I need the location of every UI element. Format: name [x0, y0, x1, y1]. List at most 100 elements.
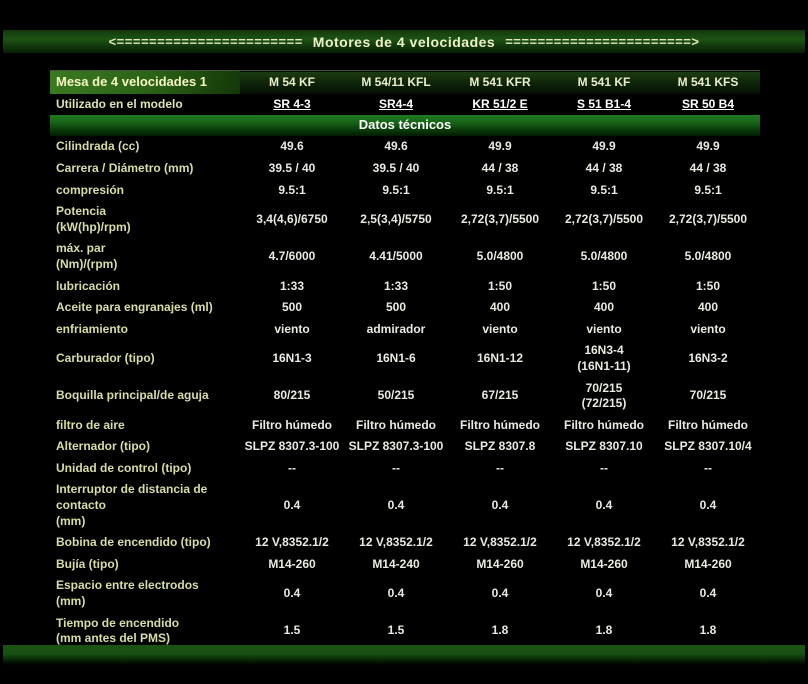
- spec-value: 2,72(3,7)/5500: [564, 211, 644, 226]
- spec-value: 1:50: [591, 278, 617, 293]
- model-cell: S 51 B1-4: [552, 94, 656, 116]
- table-row: filtro de aire Filtro húmedo Filtro húmedo…: [50, 415, 760, 437]
- spec-table-body: Cilindrada (cc) 49.6 49.6 49.9 49.9 49.9 Carre…: [50, 136, 760, 649]
- spec-label: Espacio entre electrodos (mm): [56, 578, 199, 609]
- spec-value: 70/215 (72/215): [581, 380, 627, 411]
- model-link[interactable]: S 51 B1-4: [576, 96, 632, 111]
- spec-value: Filtro húmedo: [564, 417, 644, 432]
- spec-value: 1:33: [383, 278, 409, 293]
- model-link[interactable]: SR 50 B4: [681, 96, 735, 111]
- spec-label: compresión: [56, 182, 125, 197]
- spec-value: 1:50: [695, 278, 721, 293]
- table-row: máx. par (Nm)/(rpm) 4.7/6000 4.41/5000 5.0/…: [50, 238, 760, 275]
- table-row: lubricación 1:33 1:33 1:50 1:50 1:50: [50, 276, 760, 298]
- spec-label: Potencia (kW(hp)/rpm): [56, 204, 131, 234]
- spec-value: Filtro húmedo: [356, 417, 436, 432]
- table-row: Aceite para engranajes (ml) 500 500 400 400 4…: [50, 297, 760, 319]
- spec-value: viento: [586, 321, 622, 336]
- model-link[interactable]: KR 51/2 E: [472, 96, 528, 111]
- spec-value: 400: [489, 300, 511, 315]
- spec-value: 12 V,8352.1/2: [463, 535, 537, 550]
- spec-value: 1:33: [279, 278, 305, 293]
- spec-value: 80/215: [273, 388, 311, 403]
- spec-value: 39.5 / 40: [372, 160, 420, 175]
- spec-value: 5.0/4800: [684, 249, 732, 264]
- spec-value: 9.5:1: [382, 182, 410, 197]
- spec-value: 12 V,8352.1/2: [567, 535, 641, 550]
- banner-arrow-right: =======================>: [505, 34, 700, 49]
- spec-value: M14-260: [268, 556, 316, 571]
- engine-column-header: M 541 KF: [577, 74, 631, 89]
- spec-value: SLPZ 8307.10/4: [664, 439, 752, 454]
- spec-value: 1.5: [283, 623, 301, 638]
- spec-value: 12 V,8352.1/2: [255, 535, 329, 550]
- table-row: Cilindrada (cc) 49.6 49.6 49.9 49.9 49.9: [50, 136, 760, 158]
- spec-value: 16N1-3: [272, 351, 312, 366]
- page-title: Motores de 4 velocidades: [312, 33, 496, 50]
- spec-value: 0.4: [491, 498, 509, 513]
- table-row: Interruptor de distancia de contacto (mm…: [50, 479, 760, 532]
- spec-label: máx. par (Nm)/(rpm): [56, 241, 118, 271]
- spec-table-container: Mesa de 4 velocidades 1 M 54 KF M 54/11 K…: [50, 70, 760, 650]
- spec-value: 1.8: [595, 623, 613, 638]
- spec-value: 9.5:1: [486, 182, 514, 197]
- banner-arrow-left: <=======================: [108, 34, 303, 49]
- spec-value: 0.4: [595, 586, 613, 601]
- spec-label: filtro de aire: [56, 417, 125, 432]
- section-header: Datos técnicos: [50, 115, 760, 137]
- spec-value: 9.5:1: [590, 182, 618, 197]
- spec-value: 16N1-12: [476, 351, 524, 366]
- spec-value: 49.6: [280, 139, 304, 154]
- spec-value: Filtro húmedo: [668, 417, 748, 432]
- spec-value: --: [704, 460, 712, 475]
- spec-value: 1.8: [699, 623, 717, 638]
- spec-value: 44 / 38: [481, 160, 519, 175]
- engine-header-row: Mesa de 4 velocidades 1 M 54 KF M 54/11 K…: [50, 70, 760, 94]
- spec-value: 1:50: [487, 278, 513, 293]
- spec-value: 1.5: [387, 623, 405, 638]
- spec-value: --: [288, 460, 296, 475]
- spec-value: 3,4(4,6)/6750: [256, 211, 328, 226]
- table-row: Tiempo de encendido (mm antes del PMS) 1.…: [50, 613, 760, 650]
- spec-value: 2,5(3,4)/5750: [360, 211, 432, 226]
- spec-value: 0.4: [283, 586, 301, 601]
- model-link[interactable]: SR4-4: [378, 96, 413, 111]
- model-cell: SR 50 B4: [656, 94, 760, 116]
- spec-value: 49.9: [696, 139, 720, 154]
- spec-label: lubricación: [56, 278, 121, 293]
- spec-value: 12 V,8352.1/2: [359, 535, 433, 550]
- spec-value: 4.41/5000: [369, 249, 423, 264]
- spec-value: 70/215: [689, 388, 727, 403]
- bottom-divider-bar: [3, 645, 805, 665]
- model-link[interactable]: SR 4-3: [273, 96, 311, 111]
- spec-label: Unidad de control (tipo): [56, 460, 192, 475]
- spec-value: 400: [697, 300, 719, 315]
- spec-value: 44 / 38: [585, 160, 623, 175]
- spec-value: SLPZ 8307.3-100: [244, 439, 340, 454]
- model-row-label: Utilizado en el modelo: [56, 96, 183, 111]
- spec-label: Cilindrada (cc): [56, 139, 140, 154]
- spec-value: 0.4: [699, 586, 717, 601]
- section-header-row: Datos técnicos: [50, 115, 760, 137]
- table-row: Bujía (tipo) M14-260 M14-240 M14-260 M14-260…: [50, 554, 760, 576]
- model-cell: SR 4-3: [240, 94, 344, 116]
- spec-label: Carburador (tipo): [56, 351, 155, 366]
- spec-value: --: [496, 460, 504, 475]
- spec-value: admirador: [366, 321, 426, 336]
- spec-value: 44 / 38: [689, 160, 727, 175]
- spec-label: Tiempo de encendido (mm antes del PMS): [56, 615, 180, 646]
- spec-label: Carrera / Diámetro (mm): [56, 160, 194, 175]
- spec-table: Mesa de 4 velocidades 1 M 54 KF M 54/11 K…: [50, 70, 760, 650]
- spec-value: Filtro húmedo: [460, 417, 540, 432]
- spec-value: 0.4: [387, 586, 405, 601]
- spec-value: SLPZ 8307.10: [565, 439, 643, 454]
- spec-value: 0.4: [595, 498, 613, 513]
- spec-value: 5.0/4800: [580, 249, 628, 264]
- table-row: Potencia (kW(hp)/rpm) 3,4(4,6)/6750 2,5(3,…: [50, 201, 760, 238]
- spec-value: 0.4: [699, 498, 717, 513]
- spec-value: SLPZ 8307.8: [464, 439, 536, 454]
- spec-value: --: [392, 460, 400, 475]
- spec-value: 16N3-2: [688, 351, 728, 366]
- spec-value: M14-260: [580, 556, 628, 571]
- spec-label: Interruptor de distancia de contacto (mm…: [56, 482, 208, 528]
